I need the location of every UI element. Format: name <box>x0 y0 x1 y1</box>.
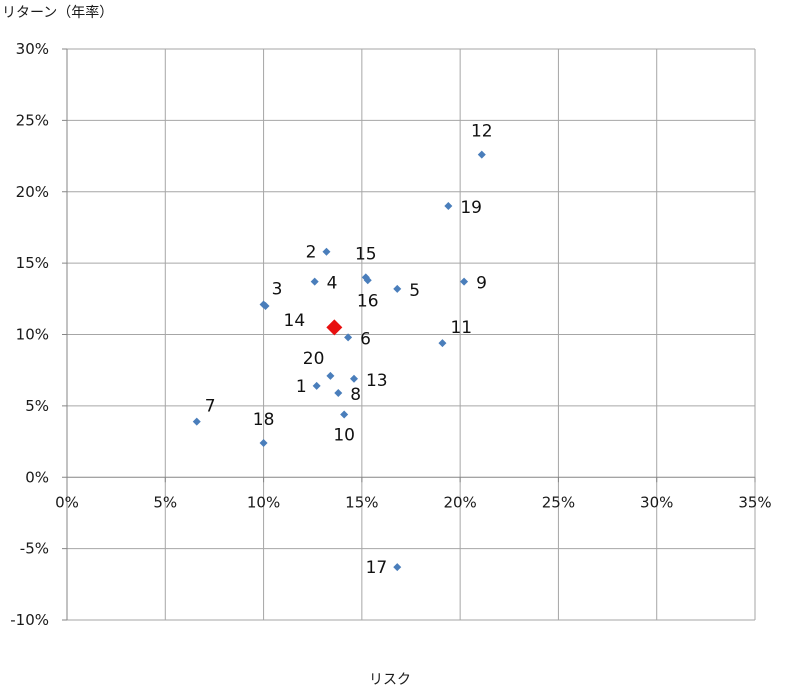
data-point-label: 15 <box>355 244 377 264</box>
gridlines <box>67 48 756 621</box>
data-point-label: 13 <box>366 371 388 391</box>
data-point <box>477 150 486 159</box>
data-point <box>259 438 268 447</box>
data-point <box>349 374 358 383</box>
data-point-label: 3 <box>272 280 283 300</box>
data-point-label: 20 <box>303 349 325 369</box>
data-point <box>444 202 453 211</box>
data-point-label: 7 <box>205 397 216 417</box>
data-point-label: 19 <box>460 198 482 218</box>
y-tick-label: 30% <box>16 40 49 58</box>
x-tick-label: 35% <box>738 493 771 511</box>
x-tick-label: 5% <box>153 493 177 511</box>
data-point-label: 14 <box>284 311 306 331</box>
data-point-label: 9 <box>476 274 487 294</box>
data-point-label: 4 <box>327 274 338 294</box>
data-point <box>363 276 372 285</box>
data-point-label: 2 <box>306 243 317 263</box>
y-tick-label: -5% <box>20 540 49 558</box>
data-point-label: 17 <box>366 558 388 578</box>
data-point-label: 1 <box>296 377 307 397</box>
data-points <box>192 150 486 572</box>
data-point-label: 16 <box>357 291 379 311</box>
y-tick-label: 0% <box>25 468 49 486</box>
highlight-point <box>326 319 343 336</box>
data-point <box>192 417 201 426</box>
y-tick-label: 20% <box>16 183 49 201</box>
data-point <box>310 277 319 286</box>
data-point <box>340 410 349 419</box>
y-axis-title: リターン（年率） <box>2 4 113 21</box>
x-axis-title: リスク <box>369 672 411 688</box>
data-point <box>326 371 335 380</box>
data-point-label: 6 <box>360 329 371 349</box>
x-tick-label: 15% <box>345 493 378 511</box>
data-point <box>393 563 402 572</box>
x-tick-label: 0% <box>55 493 79 511</box>
data-point-label: 11 <box>450 318 472 338</box>
data-point <box>312 381 321 390</box>
data-point-label: 12 <box>471 122 493 142</box>
tick-labels: 0% 5% 10% 15% 20% 25% 30% 35% -10% -5% 0% 5% 10% 15% 2… <box>10 40 771 629</box>
x-tick-label: 30% <box>640 493 673 511</box>
x-tick-label: 25% <box>542 493 575 511</box>
data-point <box>460 277 469 286</box>
y-tick-label: -10% <box>10 611 49 629</box>
y-tick-label: 15% <box>16 254 49 272</box>
data-point <box>334 389 343 398</box>
data-point-label: 10 <box>333 425 355 445</box>
x-tick-label: 10% <box>247 493 280 511</box>
y-tick-label: 10% <box>16 326 49 344</box>
axes <box>62 48 756 621</box>
data-point-label: 8 <box>350 385 361 405</box>
x-tick-label: 20% <box>443 493 476 511</box>
data-point <box>344 333 353 342</box>
data-point <box>438 339 447 348</box>
data-point <box>261 301 270 310</box>
y-tick-label: 25% <box>16 111 49 129</box>
data-point-label: 18 <box>253 410 275 430</box>
data-point-label: 5 <box>409 281 420 301</box>
y-tick-label: 5% <box>25 397 49 415</box>
data-point <box>322 247 331 256</box>
data-point <box>393 284 402 293</box>
